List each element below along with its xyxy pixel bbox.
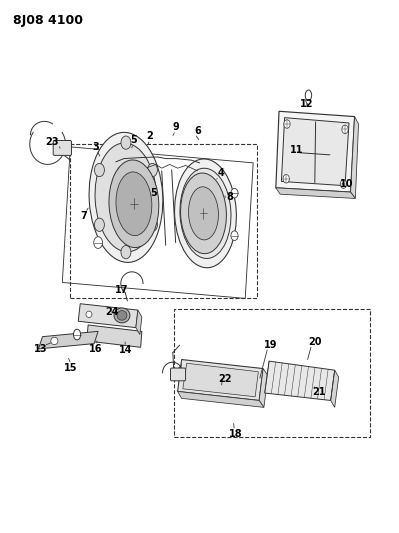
Ellipse shape	[148, 218, 158, 231]
Text: 3: 3	[93, 142, 99, 152]
Text: 5: 5	[130, 135, 137, 145]
Ellipse shape	[95, 218, 105, 231]
Ellipse shape	[148, 164, 158, 176]
Text: 21: 21	[312, 387, 326, 398]
Polygon shape	[259, 368, 268, 407]
Ellipse shape	[89, 132, 163, 262]
Ellipse shape	[121, 246, 131, 259]
Text: 14: 14	[119, 345, 133, 356]
Polygon shape	[136, 310, 142, 335]
Text: 2: 2	[146, 131, 153, 141]
Text: 18: 18	[229, 429, 242, 439]
Ellipse shape	[283, 174, 289, 183]
Ellipse shape	[340, 180, 347, 188]
Ellipse shape	[116, 172, 152, 236]
Text: 4: 4	[218, 168, 225, 179]
Text: 11: 11	[290, 144, 304, 155]
Polygon shape	[178, 360, 263, 400]
Polygon shape	[331, 370, 339, 407]
Text: 12: 12	[300, 99, 314, 109]
Text: 6: 6	[194, 126, 201, 136]
Ellipse shape	[121, 136, 131, 149]
Ellipse shape	[181, 173, 226, 254]
Text: 20: 20	[308, 337, 322, 347]
Ellipse shape	[188, 187, 218, 240]
Text: 17: 17	[115, 286, 129, 295]
Polygon shape	[351, 117, 359, 198]
Text: 10: 10	[340, 179, 354, 189]
Polygon shape	[276, 111, 355, 192]
Text: 13: 13	[34, 344, 47, 354]
Text: 8J08 4100: 8J08 4100	[13, 14, 83, 27]
Polygon shape	[276, 188, 356, 198]
Text: 24: 24	[105, 306, 119, 317]
Text: 23: 23	[45, 136, 59, 147]
Polygon shape	[183, 364, 258, 397]
Ellipse shape	[114, 308, 130, 323]
Ellipse shape	[95, 143, 157, 252]
Ellipse shape	[231, 188, 238, 198]
Polygon shape	[265, 361, 335, 400]
FancyBboxPatch shape	[53, 141, 71, 156]
Polygon shape	[38, 332, 98, 349]
Text: 22: 22	[219, 374, 232, 384]
Ellipse shape	[180, 168, 231, 259]
Text: 8: 8	[226, 192, 233, 203]
FancyBboxPatch shape	[170, 368, 186, 381]
Ellipse shape	[73, 329, 81, 340]
Ellipse shape	[117, 311, 127, 320]
Polygon shape	[78, 304, 138, 328]
Ellipse shape	[95, 164, 105, 176]
Text: 7: 7	[81, 211, 87, 221]
Text: 15: 15	[63, 362, 77, 373]
Ellipse shape	[94, 237, 103, 248]
Ellipse shape	[109, 160, 159, 247]
Text: 9: 9	[172, 122, 179, 132]
Polygon shape	[178, 391, 264, 407]
Ellipse shape	[231, 231, 238, 240]
Polygon shape	[87, 325, 142, 348]
Text: 16: 16	[89, 344, 103, 354]
Ellipse shape	[51, 337, 58, 345]
Ellipse shape	[305, 90, 312, 101]
Ellipse shape	[284, 120, 290, 128]
Text: 19: 19	[264, 340, 278, 350]
Text: 5: 5	[150, 188, 157, 198]
Ellipse shape	[174, 159, 236, 268]
Ellipse shape	[86, 311, 92, 318]
Ellipse shape	[342, 125, 348, 134]
Polygon shape	[281, 118, 349, 185]
